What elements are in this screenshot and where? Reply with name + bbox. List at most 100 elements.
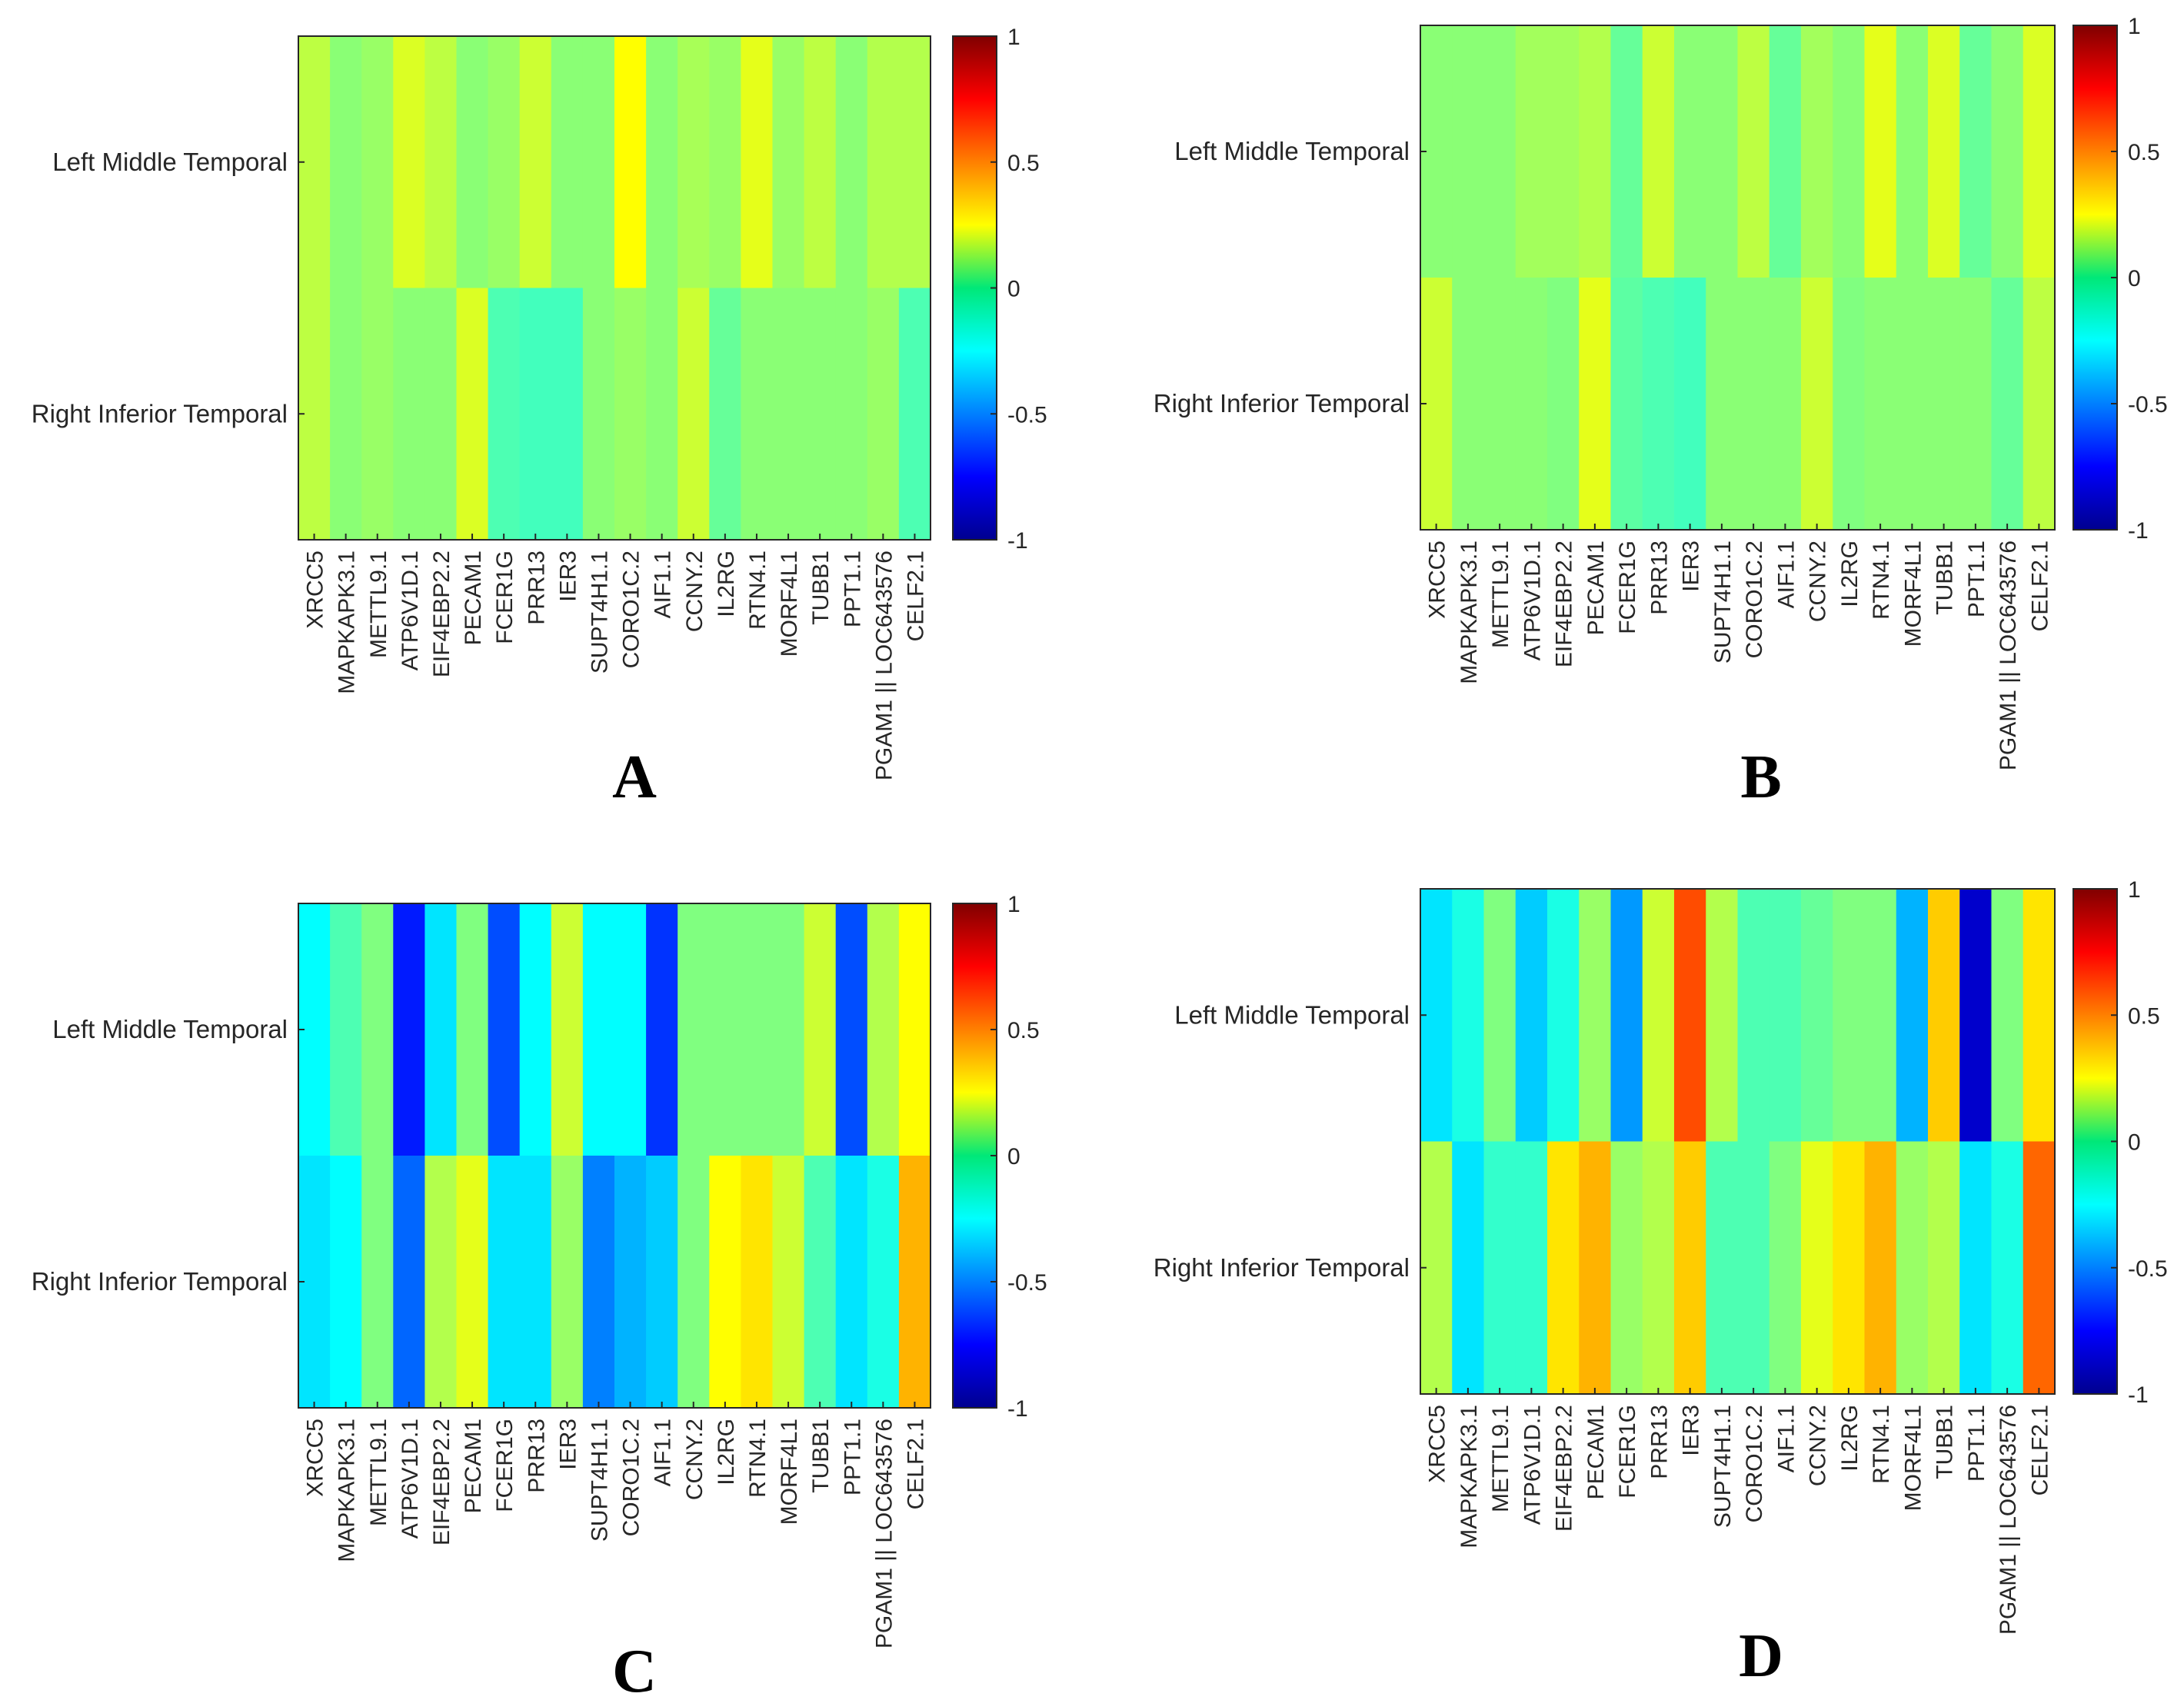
heatmap-cell [488, 36, 521, 289]
heatmap-cell [1864, 25, 1897, 278]
heatmap-cell [1833, 1141, 1866, 1395]
column-label: PGAM1 || LOC643576 [1996, 541, 2021, 770]
row-label: Left Middle Temporal [52, 1015, 288, 1043]
column-label: PECAM1 [1583, 1405, 1609, 1499]
column-label: MORF4L1 [1900, 1405, 1926, 1511]
heatmap-cell [1674, 278, 1706, 531]
panel-label: C [612, 1638, 657, 1700]
column-label: IER3 [555, 551, 581, 602]
heatmap-cell [1928, 278, 1960, 531]
heatmap-cell [835, 288, 868, 541]
heatmap-cell [646, 36, 678, 289]
colorbar [2072, 888, 2118, 1395]
column-label: CORO1C.2 [619, 1419, 644, 1536]
column-label: PGAM1 || LOC643576 [1996, 1405, 2021, 1635]
heatmap-cell [1483, 889, 1516, 1143]
heatmap-cell [898, 1156, 931, 1409]
column-label: FCER1G [492, 551, 518, 644]
column-label: XRCC5 [303, 1419, 328, 1497]
column-label: XRCC5 [1425, 1405, 1450, 1483]
heatmap-cell [772, 903, 805, 1156]
heatmap-cell [867, 903, 900, 1156]
heatmap-cell [1642, 278, 1675, 531]
colorbar-tick-label: -1 [1007, 1396, 1028, 1422]
heatmap-cell [1515, 25, 1548, 278]
heatmap-cell [1833, 25, 1866, 278]
column-label: AIF1.1 [1773, 1405, 1799, 1472]
heatmap-cell [488, 288, 521, 541]
heatmap-cell [1706, 278, 1739, 531]
heatmap-cell [330, 903, 362, 1156]
heatmap-cell [1896, 25, 1929, 278]
heatmap-cell [1769, 278, 1802, 531]
heatmap-cell [772, 1156, 805, 1409]
heatmap-cell [551, 288, 584, 541]
column-label: FCER1G [1615, 1405, 1640, 1499]
heatmap-cell [741, 288, 774, 541]
heatmap-cell [646, 1156, 678, 1409]
heatmap-cell [551, 1156, 584, 1409]
colorbar-tick-label: 0.5 [1007, 151, 1040, 176]
colorbar [952, 35, 997, 541]
heatmap-cell [1674, 1141, 1706, 1395]
colorbar [2072, 25, 2118, 531]
column-label: TUBB1 [1933, 1405, 1958, 1479]
heatmap-cell [709, 36, 741, 289]
heatmap-cell [678, 288, 710, 541]
heatmap-cell [1674, 25, 1706, 278]
heatmap-cell [424, 903, 458, 1156]
heatmap-cell [804, 903, 837, 1156]
heatmap-cell [772, 36, 805, 289]
heatmap-cell [519, 288, 552, 541]
column-label: MORF4L1 [777, 551, 802, 657]
heatmap-cell [1801, 25, 1833, 278]
heatmap-cell [1642, 889, 1675, 1143]
heatmap-cell [519, 36, 552, 289]
heatmap-cell [1928, 889, 1960, 1143]
heatmap-cell [456, 288, 489, 541]
heatmap-cell [614, 903, 647, 1156]
heatmap-cell [835, 903, 868, 1156]
heatmap-cell [741, 36, 774, 289]
heatmap-cell [867, 288, 900, 541]
heatmap-cell [709, 903, 741, 1156]
heatmap-cell [614, 1156, 647, 1409]
heatmap-cell [678, 36, 710, 289]
column-label: IL2RG [714, 551, 739, 617]
colorbar-tick-label: 0.5 [2128, 140, 2160, 165]
heatmap-cell [678, 903, 710, 1156]
colorbar-tick-label: 0 [1007, 277, 1020, 302]
heatmap-cell [1737, 278, 1770, 531]
row-label: Left Middle Temporal [52, 148, 288, 176]
column-label: FCER1G [1615, 541, 1640, 634]
colorbar-tick-label: -0.5 [2128, 392, 2168, 418]
heatmap-cell [1483, 1141, 1516, 1395]
heatmap-cell [1769, 25, 1802, 278]
heatmap-panel-b: Left Middle Temporal Right Inferior Tempo… [1154, 14, 2168, 811]
column-label: PGAM1 || LOC643576 [871, 1419, 897, 1648]
heatmap-cell [1801, 1141, 1833, 1395]
heatmap-cell [582, 903, 615, 1156]
heatmap-cell [1547, 889, 1580, 1143]
colorbar-tick-label: 0.5 [1007, 1018, 1040, 1043]
column-label: MORF4L1 [777, 1419, 802, 1525]
colorbar-tick-label: 0 [1007, 1144, 1020, 1169]
heatmap-cell [361, 903, 394, 1156]
heatmap-cell [1991, 278, 2024, 531]
column-label: MORF4L1 [1900, 541, 1926, 647]
column-label: PECAM1 [1583, 541, 1609, 635]
heatmap-cell [361, 1156, 394, 1409]
heatmap-cell [709, 288, 741, 541]
heatmap-cell [709, 1156, 741, 1409]
heatmap-cell [1706, 1141, 1739, 1395]
heatmap-cell [2023, 278, 2056, 531]
row-label: Right Inferior Temporal [1154, 389, 1410, 418]
heatmap-cell [2023, 1141, 2056, 1395]
column-label: SUPT4H1.1 [587, 1419, 612, 1542]
heatmap-cell [1928, 25, 1960, 278]
column-label: MAPKAPK3.1 [335, 551, 360, 694]
colorbar-tick-label: 0 [2128, 1130, 2141, 1156]
heatmap-cell [1547, 278, 1580, 531]
column-label: IER3 [555, 1419, 581, 1470]
